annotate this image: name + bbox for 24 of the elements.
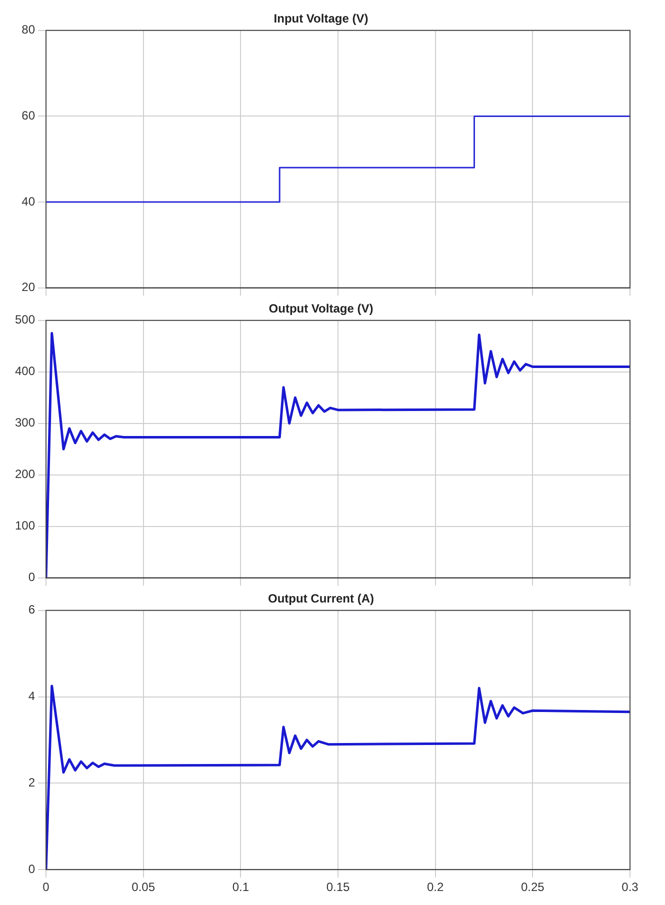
x-tick-label: 0.2 xyxy=(426,880,444,894)
chart-title: Output Current (A) xyxy=(268,592,374,606)
y-tick-label: 0 xyxy=(28,862,36,876)
y-tick-label: 0 xyxy=(28,570,36,584)
x-tick-label: 0.05 xyxy=(132,880,156,894)
x-tick-label: 0 xyxy=(42,880,50,894)
y-tick-label: 2 xyxy=(28,776,36,790)
y-tick-label: 100 xyxy=(14,518,36,533)
y-tick-label: 80 xyxy=(22,22,36,37)
x-tick-label: 0.3 xyxy=(622,880,639,894)
y-tick-label: 6 xyxy=(28,602,36,617)
y-tick-label: 20 xyxy=(22,280,36,294)
y-tick-label: 40 xyxy=(22,194,36,208)
x-tick-label: 0.25 xyxy=(520,880,545,894)
y-tick-label: 4 xyxy=(28,689,36,704)
y-tick-label: 200 xyxy=(14,467,36,482)
y-tick-label: 500 xyxy=(14,312,36,327)
chart-title: Output Voltage (V) xyxy=(268,302,374,316)
y-tick-label: 60 xyxy=(22,108,36,123)
x-tick-label: 0.15 xyxy=(326,880,350,894)
chart-title: Input Voltage (V) xyxy=(274,12,368,26)
x-tick-label: 0.1 xyxy=(232,880,250,894)
y-tick-label: 300 xyxy=(14,416,36,430)
y-tick-label: 400 xyxy=(14,364,36,378)
